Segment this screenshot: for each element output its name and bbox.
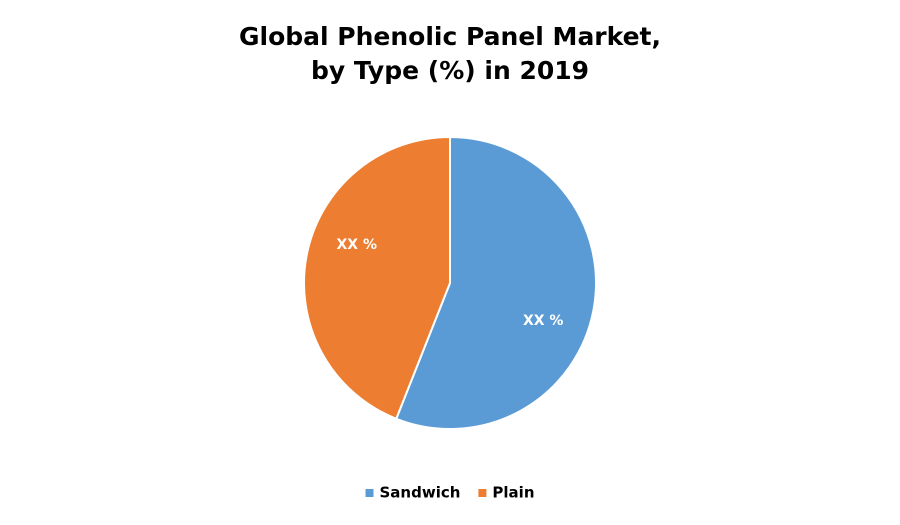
chart-title: by Type (%) in 2019 — [311, 56, 589, 85]
value-label: XX % — [523, 313, 564, 329]
legend-swatch — [478, 489, 487, 497]
pie-slice — [394, 135, 597, 430]
legend-label: Sandwich — [380, 484, 461, 502]
legend-swatch — [365, 489, 374, 497]
chart-title: Global Phenolic Panel Market, — [239, 22, 661, 51]
pie-slice — [303, 135, 451, 421]
value-label: XX % — [337, 237, 378, 253]
legend-label: Plain — [492, 484, 534, 502]
